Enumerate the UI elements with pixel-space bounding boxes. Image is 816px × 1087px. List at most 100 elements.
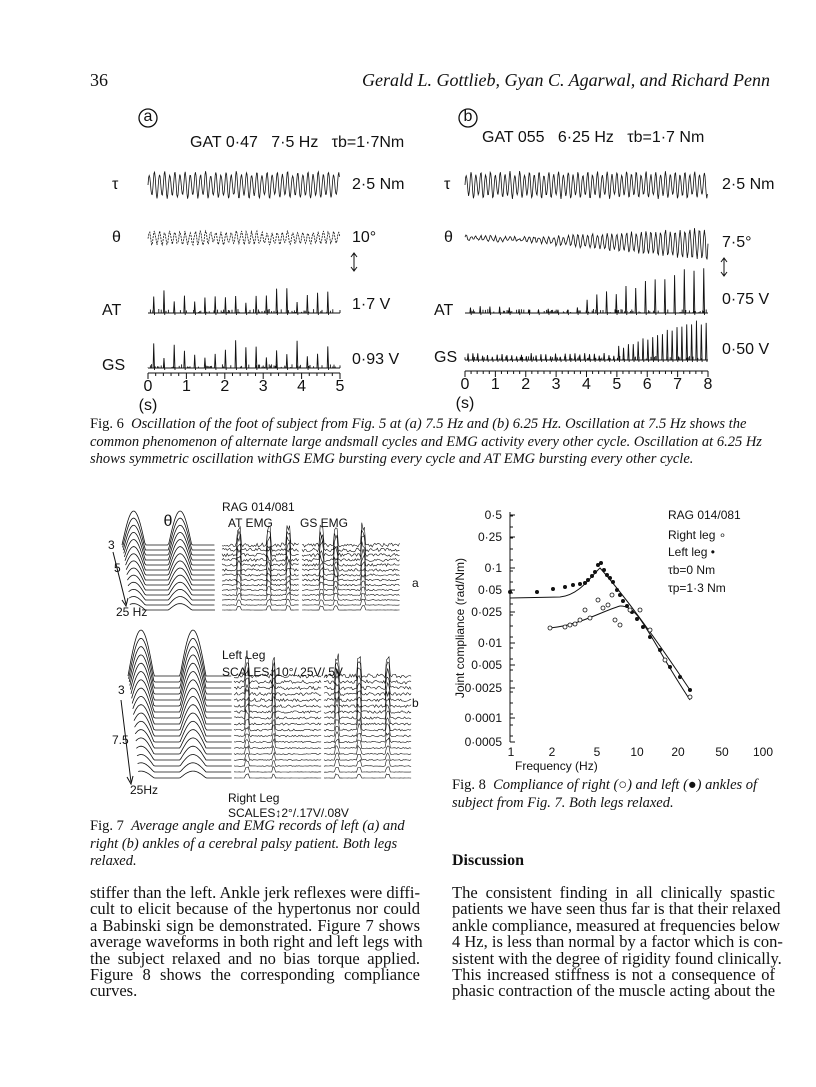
frequency-label: 3 <box>108 538 115 552</box>
time-tick-label: 4 <box>297 378 307 395</box>
compliance-curve <box>549 605 691 701</box>
right-leg-point <box>595 597 601 603</box>
emg-waveform <box>233 677 322 697</box>
frequency-arrow <box>120 699 134 786</box>
angle-waveform <box>124 539 215 566</box>
emg-waveform <box>233 732 322 744</box>
legend-entry: Left leg • <box>668 545 715 559</box>
frequency-label: 7.5 <box>112 733 129 747</box>
time-tick-label: 0 <box>143 378 153 395</box>
panel-label: b <box>463 108 473 125</box>
scale-label: 10° <box>352 229 377 246</box>
angle-waveform <box>125 560 215 581</box>
emg-waveform <box>222 604 299 611</box>
x-tick-label: 20 <box>671 745 685 759</box>
panel-label: a <box>143 108 153 125</box>
emg-waveform <box>323 696 412 714</box>
row-label: θ <box>444 229 453 246</box>
frequency-label: 25Hz <box>130 783 159 797</box>
time-unit: (s) <box>455 395 475 412</box>
left-leg-point <box>586 578 590 582</box>
emg-waveform <box>323 773 412 779</box>
x-tick-label: 5 <box>593 745 601 759</box>
text-line: 4 Hz, is less than normal by a factor wh… <box>452 932 783 952</box>
left-leg-point <box>583 581 587 585</box>
emg-waveform <box>301 565 400 582</box>
y-tick-label: 0·0025 <box>464 681 502 695</box>
frequency-arrow <box>112 551 129 608</box>
text-line: ankle compliance, measured at frequencie… <box>452 915 781 935</box>
angle-waveform <box>135 737 232 755</box>
emg-waveform <box>233 751 322 761</box>
time-tick-label: 1 <box>490 376 500 393</box>
angle-waveform <box>127 574 215 591</box>
scale-arrow <box>350 252 358 272</box>
angle-waveform <box>128 588 215 601</box>
angle-trace <box>147 229 341 247</box>
angle-waveform <box>122 524 215 556</box>
emg-waveform <box>221 567 299 582</box>
text-line: Figure 8 shows the corresponding complia… <box>90 965 420 985</box>
x-tick-label: 1 <box>507 745 515 759</box>
emg-waveform <box>324 709 412 726</box>
emg-waveform <box>233 702 322 720</box>
angle-waveform <box>128 646 232 689</box>
legend-entry: τb=0 Nm <box>668 563 716 577</box>
angle-waveform <box>127 629 232 677</box>
angle-waveform <box>133 712 232 737</box>
time-tick-label: 3 <box>551 376 561 393</box>
left-leg-point <box>593 570 597 574</box>
scale-label: 2·5 Nm <box>352 176 405 193</box>
angle-waveform <box>128 637 232 683</box>
emg-trace <box>465 268 708 316</box>
column-label: GS EMG <box>300 516 349 530</box>
left-leg-point <box>635 617 639 621</box>
legend-entry: RAG 014/081 <box>668 508 741 522</box>
angle-waveform <box>134 729 232 749</box>
scale-label: 2·5 Nm <box>722 176 775 193</box>
emg-waveform <box>221 572 299 587</box>
left-leg-point <box>590 574 594 578</box>
y-tick-label: 0·005 <box>471 658 502 672</box>
emg-waveform <box>221 586 299 597</box>
right-leg-point <box>647 627 653 633</box>
scale-label: 7·5° <box>722 234 752 251</box>
angle-waveform <box>131 687 232 719</box>
frequency-label: 3 <box>118 683 125 697</box>
right-leg-point <box>612 617 618 623</box>
emg-waveform <box>233 744 322 755</box>
x-tick-label: 100 <box>752 745 774 759</box>
frequency-label: 5 <box>114 561 121 575</box>
emg-waveform <box>302 585 400 596</box>
time-tick-label: 4 <box>582 376 591 393</box>
left-leg-point <box>535 590 539 594</box>
emg-waveform <box>323 716 412 732</box>
legend-entry: Right leg ∘ <box>668 528 727 542</box>
emg-waveform <box>323 690 412 709</box>
left-leg-point <box>605 573 609 577</box>
time-tick-label: 2 <box>220 378 230 395</box>
emg-waveform <box>233 662 322 685</box>
row-label: τ <box>444 176 451 193</box>
emg-waveform <box>221 598 299 606</box>
left-leg-point <box>563 585 567 589</box>
y-tick-label: 0·5 <box>484 508 502 522</box>
panel-label: b <box>412 696 419 710</box>
emg-waveform <box>301 547 400 567</box>
y-tick-label: 0·1 <box>484 561 502 575</box>
emg-waveform <box>301 573 400 587</box>
text-line: average waveforms in both right and left… <box>90 932 423 952</box>
right-leg-point <box>587 615 593 621</box>
scale-label: 1·7 V <box>352 296 391 313</box>
left-leg-point <box>578 582 582 586</box>
time-tick-label: 2 <box>521 376 531 393</box>
emg-waveform <box>323 737 412 749</box>
time-tick-label: 5 <box>612 376 622 393</box>
emg-waveform <box>233 765 322 773</box>
emg-waveform <box>324 731 412 744</box>
text-line: patients we have seen thus far is that t… <box>452 899 781 919</box>
time-tick-label: 3 <box>258 378 268 395</box>
page-number: 36 <box>90 70 108 90</box>
angle-waveform <box>136 754 232 767</box>
text-line: This increased stiffness is not a conseq… <box>452 965 775 985</box>
